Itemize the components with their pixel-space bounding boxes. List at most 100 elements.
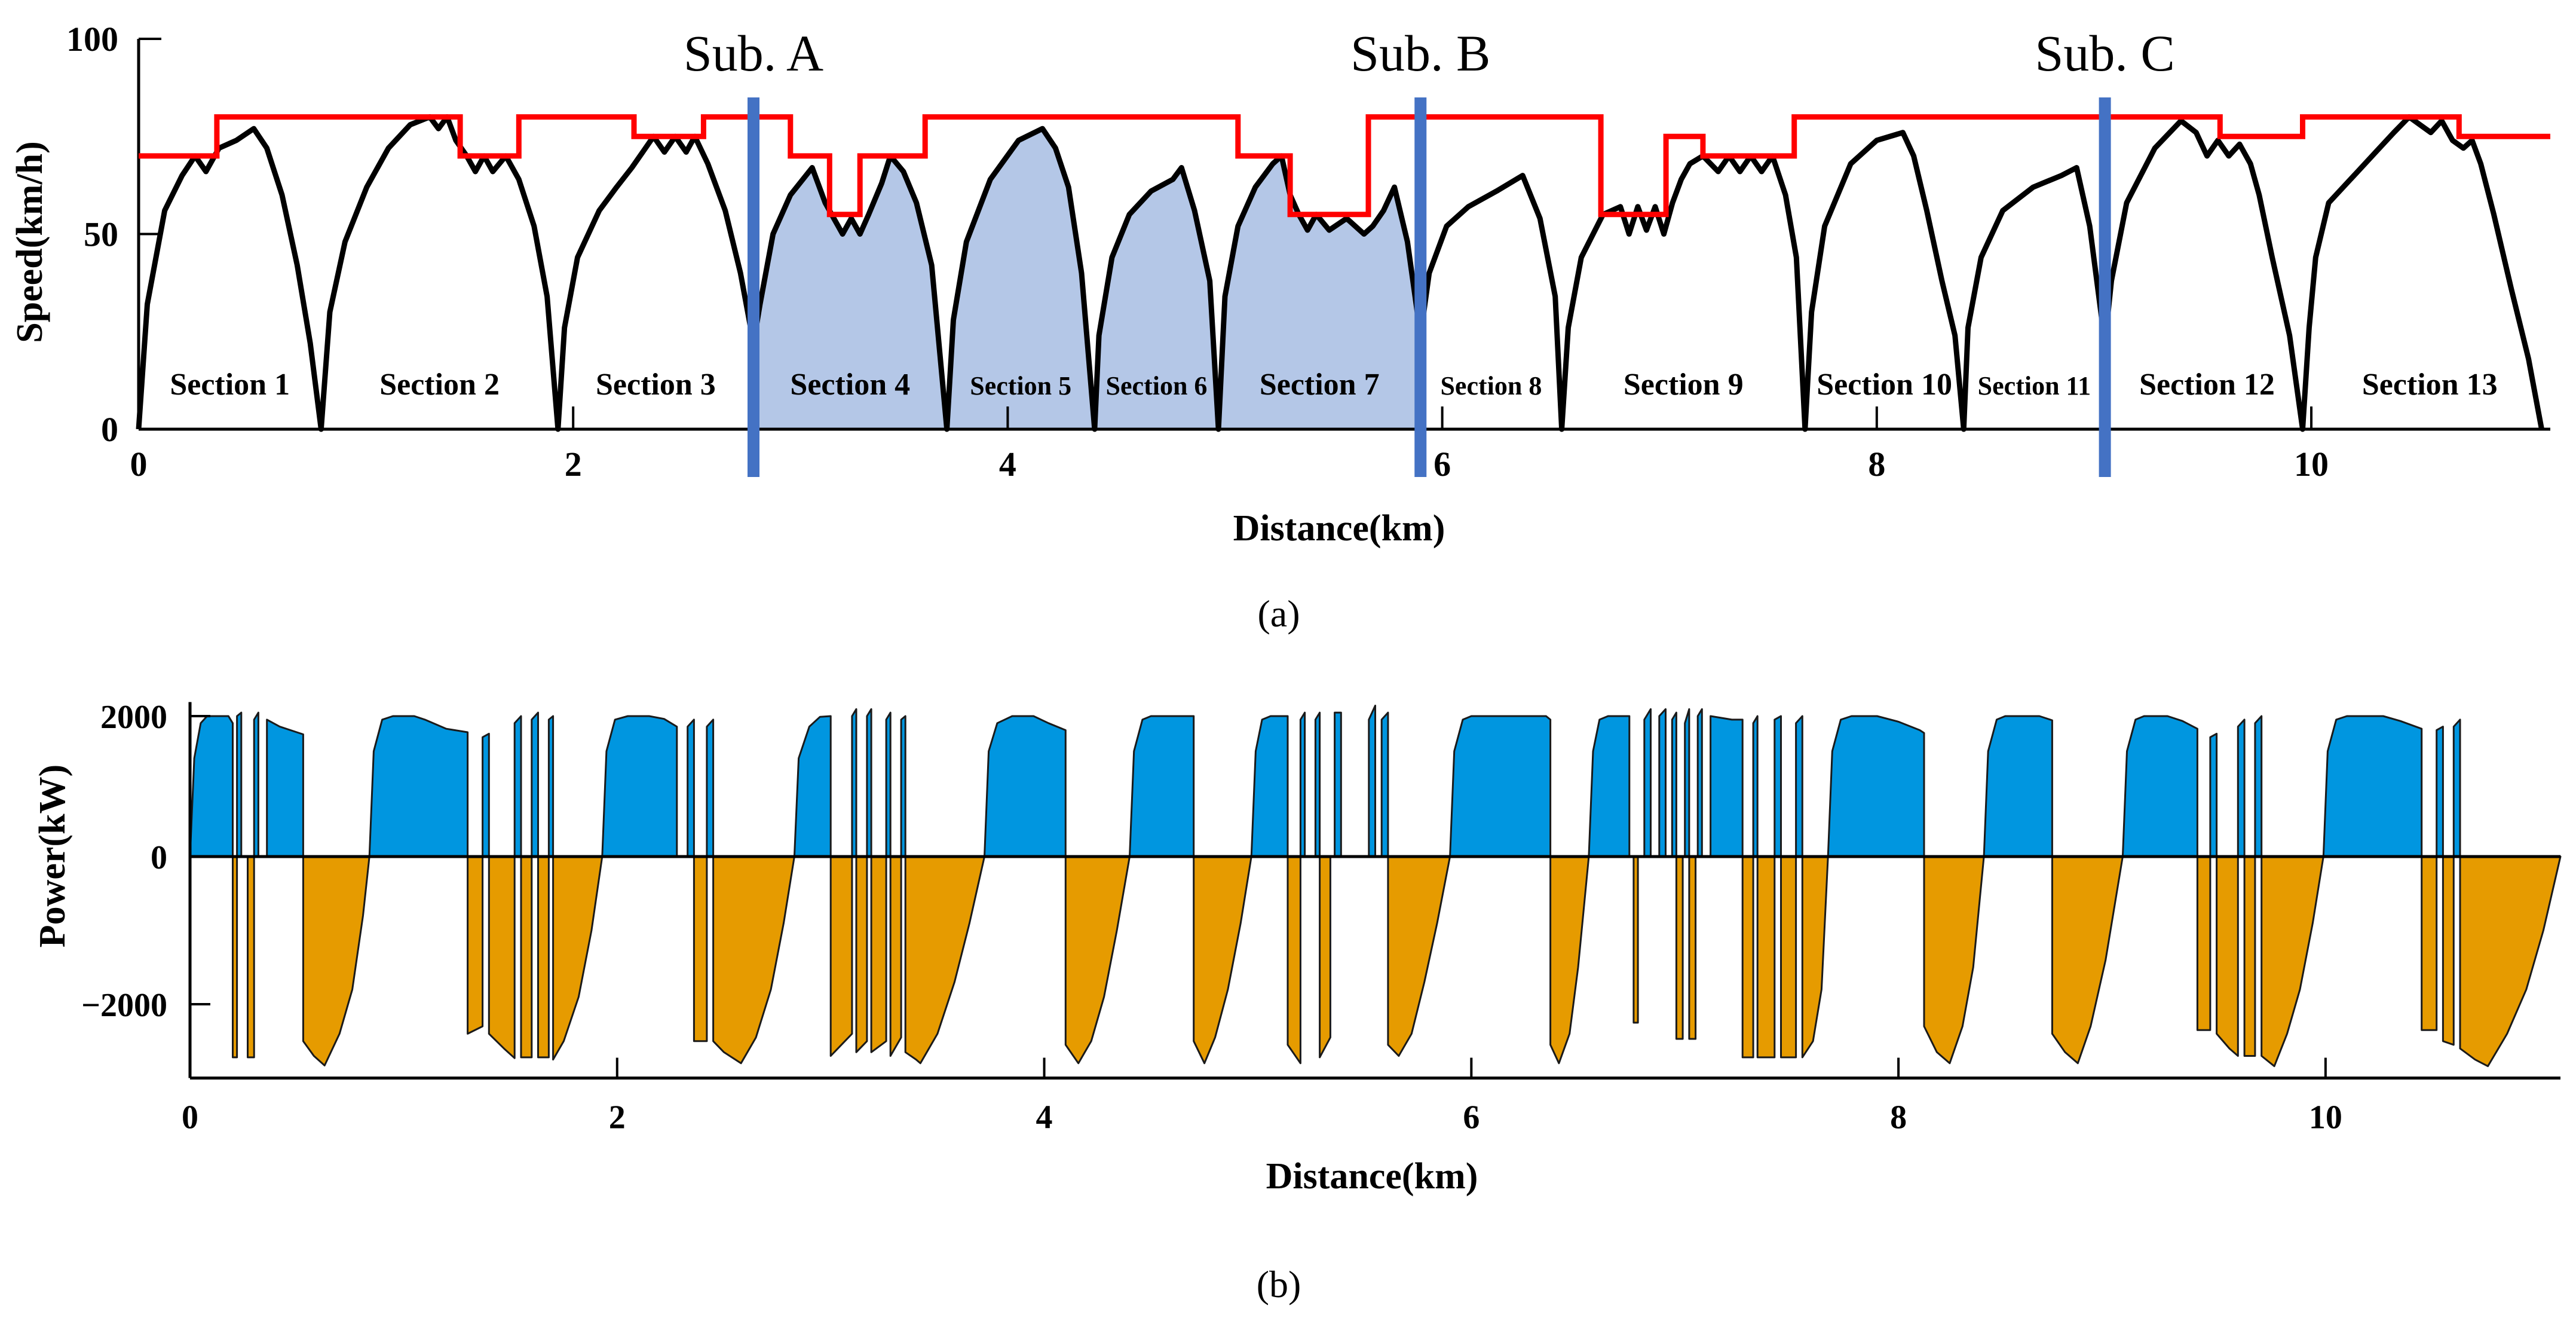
speed-chart-xlabel: Distance(km) [1233, 508, 1445, 549]
speed-x-tick-label: 6 [1434, 445, 1451, 484]
section-label: Section 9 [1624, 368, 1744, 402]
section-label: Section 4 [790, 368, 910, 402]
traction-segment [513, 715, 522, 858]
traction-segment [866, 708, 872, 858]
speed-profile-line [136, 114, 2544, 432]
speed-x-tick-label: 4 [999, 445, 1016, 484]
power-x-tick-label: 8 [1890, 1099, 1907, 1136]
traction-segment [1250, 715, 1289, 858]
section-label: Section 3 [596, 368, 716, 402]
traction-segment [1449, 715, 1552, 858]
braking-segment [1287, 855, 1301, 1065]
speed-y-tick-label: 0 [101, 410, 118, 449]
power-chart: −2000 0 2000 0 2 4 6 8 10 Distance(km) Power(kW)… [32, 699, 2562, 1305]
traction-segment [236, 711, 243, 858]
traction-segment [2452, 718, 2461, 858]
power-chart-caption: (b) [1257, 1263, 1301, 1305]
braking-segment [855, 855, 868, 1053]
traction-segment [189, 715, 234, 858]
braking-segment [488, 855, 516, 1059]
section-label: Section 6 [1106, 371, 1208, 400]
traction-segment [1752, 715, 1759, 858]
traction-segment [1710, 715, 1744, 858]
traction-segment [547, 715, 555, 858]
braking-segment [2243, 855, 2256, 1057]
braking-segment [1756, 855, 1776, 1059]
power-x-tick-label: 2 [609, 1099, 626, 1136]
braking-segment [870, 855, 887, 1053]
power-x-tick-label: 0 [182, 1099, 198, 1136]
traction-segment [2121, 715, 2198, 858]
traction-segment [885, 711, 892, 858]
braking-segment [467, 855, 484, 1035]
traction-segment [1334, 711, 1342, 858]
traction-segment [2322, 715, 2423, 858]
traction-segment [706, 718, 715, 858]
section-label: Section 12 [2139, 368, 2275, 402]
traction-segment [482, 732, 490, 858]
power-x-tick-label: 4 [1036, 1099, 1053, 1136]
highlight-section-4 [753, 155, 947, 429]
traction-segment [601, 715, 678, 858]
traction-segment [2209, 732, 2218, 858]
section-label: Section 2 [379, 368, 500, 402]
traction-power [189, 704, 2461, 858]
traction-segment [531, 711, 539, 858]
braking-segment [2196, 855, 2211, 1031]
section-label: Section 10 [1817, 368, 1952, 402]
braking-segment [1780, 855, 1797, 1059]
braking-segment [2216, 855, 2239, 1057]
speed-x-tick-label: 2 [565, 445, 582, 484]
braking-segment [1801, 855, 1829, 1059]
traction-segment [266, 718, 304, 858]
speed-chart-ylabel: Speed(km/h) [10, 141, 50, 343]
power-axes: −2000 0 2000 0 2 4 6 8 10 [81, 699, 2560, 1136]
speed-chart-caption: (a) [1257, 592, 1300, 635]
traction-segment [851, 708, 857, 858]
traction-segment [1643, 708, 1652, 858]
substation-label: Sub. C [2035, 25, 2175, 82]
speed-profile [136, 114, 2544, 432]
traction-segment [1684, 708, 1690, 858]
traction-segment [253, 711, 259, 858]
section-label: Section 11 [1978, 371, 2091, 400]
power-x-tick-label: 6 [1463, 1099, 1480, 1136]
traction-segment [1380, 711, 1389, 858]
braking-segment [1741, 855, 1754, 1059]
braking-segment [552, 855, 604, 1061]
speed-x-tick-label: 10 [2294, 445, 2329, 484]
traction-segment [1671, 711, 1677, 858]
braking-segment [247, 855, 255, 1059]
braking-segment [1923, 855, 1985, 1065]
speed-chart: 0 50 100 0 2 4 6 8 10 Sub. A Sub. B Sub. C Section… [10, 20, 2550, 635]
braking-segment [2051, 855, 2124, 1065]
speed-y-tick-label: 50 [84, 215, 118, 254]
traction-segment [1795, 715, 1803, 858]
section-label: Section 5 [970, 371, 1071, 400]
power-x-tick-label: 10 [2309, 1099, 2342, 1136]
highlight-section-6 [1094, 167, 1219, 429]
braking-segment [1193, 855, 1252, 1065]
traction-segment [1658, 708, 1667, 858]
braking-segment [1675, 855, 1684, 1040]
braking-segment [1688, 855, 1697, 1040]
traction-segment [900, 715, 906, 858]
braking-segment [904, 855, 985, 1065]
speed-limit-line [139, 114, 2550, 218]
speed-y-tick-label: 100 [66, 20, 118, 59]
substation-label: Sub. B [1350, 25, 1490, 82]
power-y-tick-label: 2000 [100, 699, 167, 736]
traction-segment [2254, 715, 2263, 858]
braking-segment [1319, 855, 1331, 1059]
speed-limit [139, 114, 2550, 218]
power-y-tick-label: 0 [151, 839, 167, 876]
braking-segment [712, 855, 795, 1065]
traction-segment [2436, 726, 2444, 858]
braking-segment [232, 855, 238, 1059]
traction-segment [793, 715, 832, 858]
braking-power [232, 855, 2562, 1068]
braking-segment [1064, 855, 1131, 1065]
substation-label: Sub. A [684, 25, 823, 82]
section-labels: Section 1 Section 2 Section 3 Section 4 Sect… [170, 368, 2497, 402]
speed-x-tick-label: 8 [1868, 445, 1885, 484]
